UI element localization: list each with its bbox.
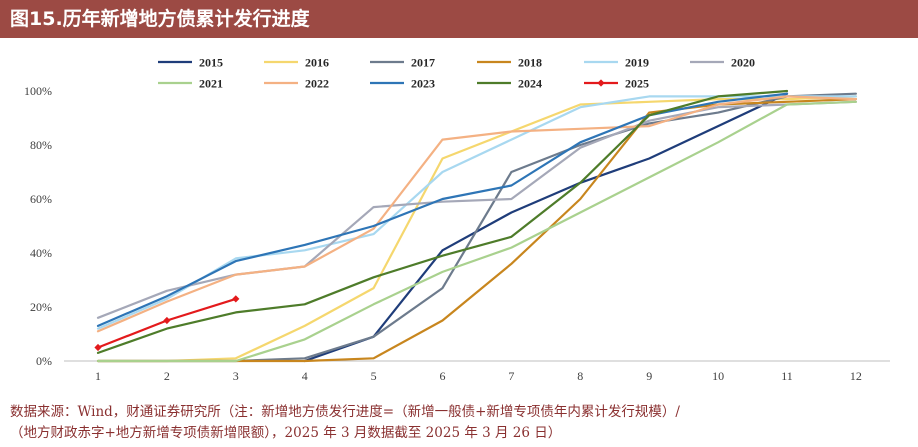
legend-item-2022: 2022	[264, 77, 329, 91]
y-tick-label: 60%	[30, 192, 52, 206]
series-line-2021	[96, 100, 857, 363]
legend-label: 2017	[411, 56, 435, 70]
legend-marker	[597, 79, 605, 87]
chart-axes: 0%20%40%60%80%100%1 2 3 4 5 6 7 8 9 10 11 12	[24, 84, 890, 383]
source-note-line-1: 数据来源：Wind，财通证券研究所（注：新增地方债发行进度=（新增一般债+新增专…	[10, 404, 680, 420]
x-tick-label: 8	[577, 369, 583, 383]
x-tick-label: 10	[712, 369, 724, 383]
series-line-2024	[96, 89, 789, 354]
legend-label: 2022	[305, 77, 329, 91]
series-2016	[96, 95, 857, 363]
legend-item-2017: 2017	[370, 56, 435, 70]
chart-legend: 2015 2016 2017 2018 2019 2020 2021 2022 2023 2024…	[158, 56, 755, 91]
legend-item-2025: 2025	[584, 77, 649, 91]
series-2019	[96, 95, 857, 330]
x-tick-label: 5	[371, 369, 377, 383]
line-chart: 2015 2016 2017 2018 2019 2020 2021 2022 2023 2024…	[24, 56, 890, 383]
x-tick-label: 3	[233, 369, 239, 383]
x-tick-label: 4	[302, 369, 308, 383]
x-tick-label: 2	[164, 369, 170, 383]
series-line-2019	[96, 95, 857, 330]
legend-label: 2024	[518, 77, 542, 91]
source-note: 数据来源：Wind，财通证券研究所（注：新增地方债发行进度=（新增一般债+新增专…	[10, 402, 910, 444]
series-2020	[96, 100, 857, 319]
legend-label: 2025	[625, 77, 649, 91]
series-2025	[94, 295, 240, 352]
series-2015	[303, 92, 789, 363]
x-tick-label: 12	[850, 369, 862, 383]
series-2021	[96, 100, 857, 363]
source-note-line-2: （地方财政赤字+地方新增专项债新增限额），2025 年 3 月数据截至 2025…	[10, 425, 562, 441]
legend-item-2015: 2015	[158, 56, 223, 70]
legend-label: 2021	[199, 77, 223, 91]
data-point-2025	[232, 295, 240, 303]
series-2023	[96, 92, 789, 327]
legend-item-2019: 2019	[584, 56, 649, 70]
series-line-2015	[303, 92, 789, 363]
figure-title: 图15.历年新增地方债累计发行进度	[10, 8, 310, 30]
legend-label: 2015	[199, 56, 223, 70]
chart-series-lines	[94, 89, 857, 363]
series-2022	[96, 95, 857, 333]
series-line-2022	[96, 95, 857, 333]
x-tick-label: 11	[781, 369, 793, 383]
legend-item-2023: 2023	[370, 77, 435, 91]
legend-label: 2019	[625, 56, 649, 70]
legend-item-2021: 2021	[158, 77, 223, 91]
legend-item-2024: 2024	[477, 77, 542, 91]
series-line-2020	[96, 100, 857, 319]
y-tick-label: 80%	[30, 138, 52, 152]
data-point-2025	[163, 316, 171, 325]
x-tick-label: 1	[95, 369, 101, 383]
x-tick-label: 6	[440, 369, 446, 383]
series-2024	[96, 89, 789, 354]
legend-item-2020: 2020	[690, 56, 755, 70]
y-tick-label: 0%	[36, 354, 52, 368]
series-2017	[96, 92, 857, 363]
legend-label: 2023	[411, 77, 435, 91]
y-tick-label: 100%	[24, 84, 52, 98]
y-tick-label: 20%	[30, 300, 52, 314]
series-line-2016	[96, 95, 857, 363]
data-point-2025	[94, 343, 102, 352]
series-line-2023	[96, 92, 789, 327]
series-line-2017	[96, 92, 857, 363]
legend-label: 2018	[518, 56, 542, 70]
figure-header: 图15.历年新增地方债累计发行进度	[0, 0, 918, 38]
legend-label: 2016	[305, 56, 329, 70]
legend-label: 2020	[731, 56, 755, 70]
x-tick-label: 7	[508, 369, 514, 383]
legend-item-2016: 2016	[264, 56, 329, 70]
x-tick-label: 9	[646, 369, 652, 383]
y-tick-label: 40%	[30, 246, 52, 260]
legend-item-2018: 2018	[477, 56, 542, 70]
